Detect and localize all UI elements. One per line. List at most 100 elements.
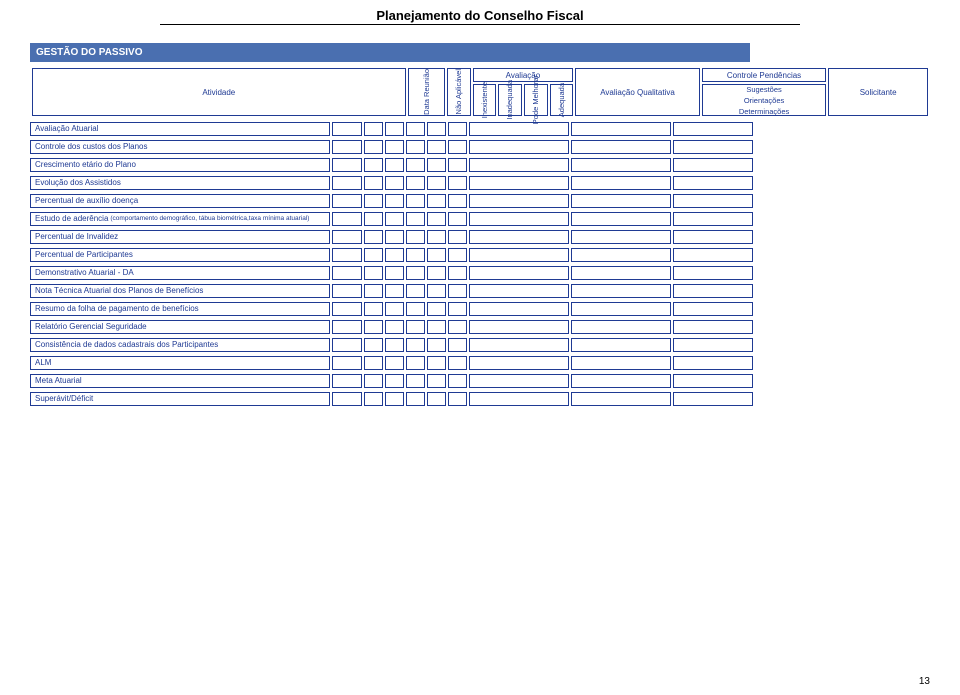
row-cell bbox=[332, 302, 362, 316]
row-label-text: Crescimento etário do Plano bbox=[35, 161, 136, 169]
row-label: ALM bbox=[30, 356, 330, 370]
row-cell bbox=[385, 158, 404, 172]
row-cell bbox=[364, 230, 383, 244]
header-pode-melhorar-label: Pode Melhorar bbox=[532, 75, 540, 124]
header-date: Data Reunião bbox=[408, 68, 445, 116]
row-cell bbox=[427, 374, 446, 388]
row-cell bbox=[448, 266, 467, 280]
row-cell bbox=[427, 140, 446, 154]
header-activity-label: Atividade bbox=[202, 88, 235, 97]
row-cell bbox=[364, 122, 383, 136]
row-cell bbox=[427, 392, 446, 406]
row-cell bbox=[332, 284, 362, 298]
row-cell bbox=[406, 248, 425, 262]
header-solicitante-label: Solicitante bbox=[860, 88, 897, 97]
row-cell bbox=[364, 194, 383, 208]
header-pode-melhorar: Pode Melhorar bbox=[524, 84, 548, 116]
table-row: Nota Técnica Atuarial dos Planos de Bene… bbox=[30, 284, 930, 298]
row-label-text: Consistência de dados cadastrais dos Par… bbox=[35, 341, 218, 349]
row-cell bbox=[385, 194, 404, 208]
row-label-text: Meta Atuarial bbox=[35, 377, 82, 385]
header-pendencias-stack: Sugestões Orientações Determinações bbox=[702, 84, 827, 116]
table-row: Percentual de auxílio doença bbox=[30, 194, 930, 208]
row-label: Superávit/Déficit bbox=[30, 392, 330, 406]
row-cell bbox=[448, 158, 467, 172]
row-cell bbox=[385, 230, 404, 244]
row-label-sub: (comportamento demográfico, tábua biomét… bbox=[110, 216, 309, 223]
row-cell bbox=[673, 194, 753, 208]
row-cell bbox=[406, 194, 425, 208]
table-row: Percentual de Participantes bbox=[30, 248, 930, 262]
table-row: Superávit/Déficit bbox=[30, 392, 930, 406]
row-cell bbox=[427, 338, 446, 352]
row-cell bbox=[571, 122, 671, 136]
row-cell bbox=[571, 158, 671, 172]
row-cell bbox=[469, 392, 569, 406]
row-cell bbox=[427, 302, 446, 316]
header-sugestoes-label: Sugestões bbox=[739, 85, 789, 94]
row-cell bbox=[406, 158, 425, 172]
row-cell bbox=[332, 176, 362, 190]
row-cell bbox=[332, 338, 362, 352]
row-cell bbox=[448, 284, 467, 298]
row-cell bbox=[364, 302, 383, 316]
row-cell bbox=[385, 122, 404, 136]
row-cell bbox=[364, 248, 383, 262]
row-cell bbox=[406, 356, 425, 370]
row-cell bbox=[364, 392, 383, 406]
row-cell bbox=[673, 122, 753, 136]
row-cell bbox=[469, 248, 569, 262]
page-number: 13 bbox=[919, 676, 930, 687]
row-cell bbox=[448, 338, 467, 352]
row-cell bbox=[571, 320, 671, 334]
row-cell bbox=[673, 158, 753, 172]
row-label-text: ALM bbox=[35, 359, 51, 367]
row-cell bbox=[571, 392, 671, 406]
row-label: Relatório Gerencial Seguridade bbox=[30, 320, 330, 334]
row-label-text: Avaliação Atuarial bbox=[35, 125, 98, 133]
row-cell bbox=[332, 122, 362, 136]
row-cell bbox=[332, 194, 362, 208]
section-header: GESTÃO DO PASSIVO bbox=[30, 43, 750, 62]
row-cell bbox=[469, 356, 569, 370]
row-cell bbox=[469, 212, 569, 226]
row-label-text: Evolução dos Assistidos bbox=[35, 179, 121, 187]
row-cell bbox=[385, 248, 404, 262]
header-table: Atividade Data Reunião Não Aplicável Ava… bbox=[30, 66, 930, 118]
row-cell bbox=[469, 158, 569, 172]
row-label-text: Estudo de aderência bbox=[35, 215, 108, 223]
row-cell bbox=[385, 266, 404, 280]
row-cell bbox=[364, 212, 383, 226]
row-cell bbox=[364, 284, 383, 298]
row-label-text: Controle dos custos dos Planos bbox=[35, 143, 148, 151]
row-cell bbox=[406, 392, 425, 406]
row-label: Meta Atuarial bbox=[30, 374, 330, 388]
table-row: Avaliação Atuarial bbox=[30, 122, 930, 136]
document-title: Planejamento do Conselho Fiscal bbox=[30, 8, 930, 23]
row-cell bbox=[364, 374, 383, 388]
row-cell bbox=[469, 302, 569, 316]
row-cell bbox=[364, 356, 383, 370]
row-cell bbox=[571, 284, 671, 298]
row-cell bbox=[448, 248, 467, 262]
row-cell bbox=[364, 320, 383, 334]
row-cell bbox=[673, 266, 753, 280]
row-cell bbox=[364, 158, 383, 172]
row-cell bbox=[448, 320, 467, 334]
row-cell bbox=[673, 392, 753, 406]
row-cell bbox=[571, 374, 671, 388]
row-cell bbox=[406, 122, 425, 136]
row-cell bbox=[673, 230, 753, 244]
table-row: Percentual de Invalidez bbox=[30, 230, 930, 244]
row-cell bbox=[673, 140, 753, 154]
row-cell bbox=[571, 266, 671, 280]
row-cell bbox=[385, 212, 404, 226]
row-cell bbox=[427, 230, 446, 244]
header-qualitativa: Avaliação Qualitativa bbox=[575, 68, 700, 116]
row-cell bbox=[571, 356, 671, 370]
row-cell bbox=[427, 194, 446, 208]
row-cell bbox=[332, 158, 362, 172]
row-cell bbox=[673, 320, 753, 334]
header-adequada: Adequada bbox=[550, 84, 574, 116]
row-cell bbox=[469, 140, 569, 154]
